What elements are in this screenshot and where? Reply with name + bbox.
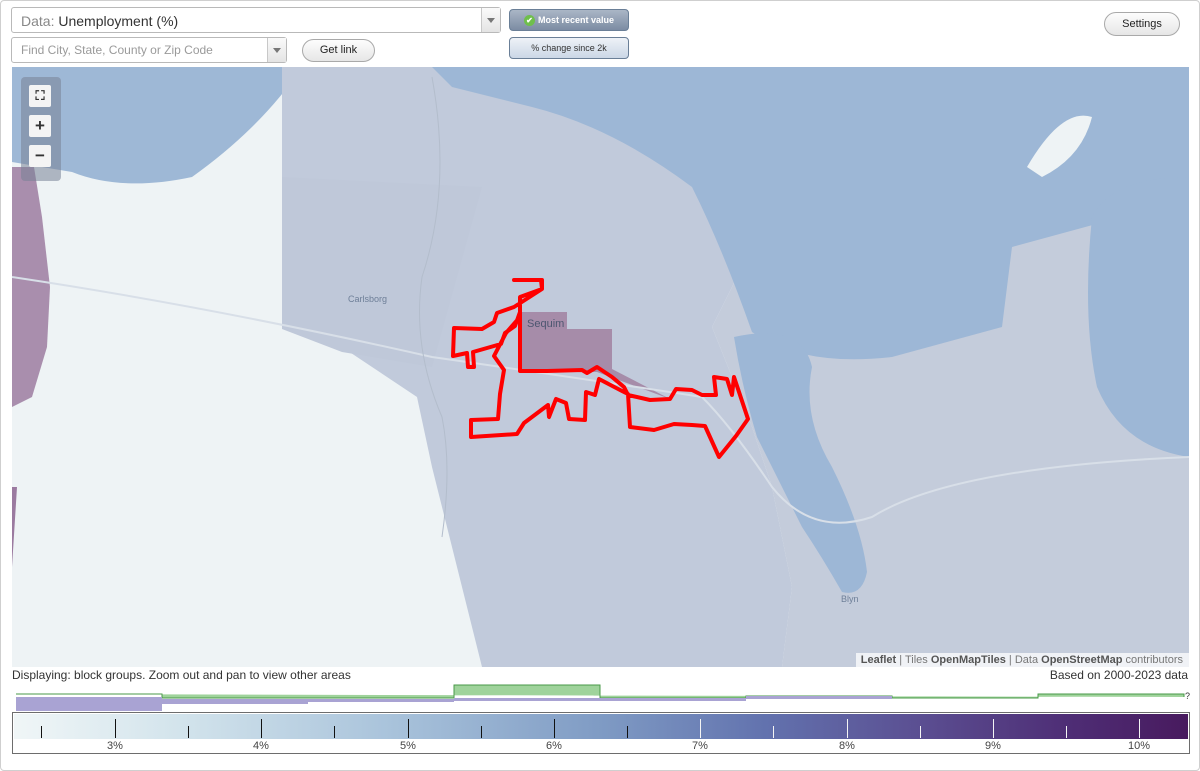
legend-minor-tick [334, 726, 335, 738]
legend-label: 6% [546, 740, 562, 752]
legend-tick [261, 719, 262, 738]
data-range-note: Based on 2000-2023 data [1049, 668, 1188, 682]
zoom-in-button[interactable]: + [29, 115, 51, 137]
data-value: Unemployment (%) [58, 13, 179, 29]
legend-label: 8% [839, 740, 855, 752]
chevron-down-icon[interactable] [481, 8, 500, 32]
water-strait-west [12, 67, 302, 184]
place-label-carlsborg: Carlsborg [348, 294, 388, 304]
location-search[interactable] [11, 37, 287, 63]
block-group-west-high [12, 167, 50, 407]
map-view[interactable]: Carlsborg Sequim Blyn ⛶ + − Leaflet | Ti… [12, 67, 1189, 667]
check-icon: ✔ [523, 15, 535, 27]
legend-tick [115, 719, 116, 738]
legend-minor-tick [1066, 726, 1067, 738]
percent-change-toggle[interactable]: % change since 2k [509, 37, 629, 59]
water-east [1088, 177, 1189, 457]
spit-land [1027, 115, 1092, 177]
legend-minor-tick [188, 726, 189, 738]
block-group-sequim [520, 312, 670, 399]
legend-label: 9% [985, 740, 1001, 752]
data-label: Data: [21, 13, 55, 29]
legend-tick [700, 719, 701, 738]
legend-tick [408, 719, 409, 738]
selected-area-boundary[interactable] [451, 278, 750, 459]
zoom-control: ⛶ + − [21, 77, 61, 181]
get-link-button[interactable]: Get link [302, 39, 375, 62]
histogram-bar-4 [454, 698, 600, 701]
histogram-bar-5 [600, 698, 746, 701]
histogram-bar-1 [16, 697, 162, 711]
attribution-contributors: contributors [1125, 654, 1183, 666]
histogram-bar-2 [162, 699, 308, 704]
place-label-blyn: Blyn [841, 594, 859, 604]
most-recent-value-toggle[interactable]: ✔ Most recent value [509, 9, 629, 31]
river [419, 76, 448, 538]
legend-label: 5% [400, 740, 416, 752]
color-legend: 3% 4% 5% 6% 7% 8% 9% 10% [12, 712, 1190, 754]
legend-tick [847, 719, 848, 738]
legend-tick [554, 719, 555, 738]
legend-label: 3% [107, 740, 123, 752]
place-label-sequim: Sequim [527, 318, 565, 330]
data-select[interactable]: Data: Unemployment (%) [11, 7, 501, 33]
histogram-bar-6 [746, 696, 892, 699]
legend-minor-tick [481, 726, 482, 738]
legend-label: 10% [1127, 740, 1151, 752]
legend-label: 7% [692, 740, 708, 752]
attribution-osm[interactable]: OpenStreetMap [1041, 654, 1123, 666]
chevron-down-icon[interactable] [267, 38, 286, 62]
fullscreen-icon[interactable]: ⛶ [29, 85, 51, 107]
water-bay [432, 67, 1189, 447]
legend-label: 4% [253, 740, 269, 752]
block-group-carlsborg [282, 177, 482, 367]
legend-minor-tick [627, 726, 628, 738]
attribution-tiles-label: Tiles [904, 654, 928, 666]
most-recent-label: Most recent value [537, 15, 615, 25]
attribution-tiles[interactable]: OpenMapTiles [930, 654, 1006, 666]
histogram-area-green [16, 684, 1185, 699]
water-sequim-bay [734, 333, 867, 593]
legend-tick [1139, 719, 1140, 738]
legend-gradient [14, 714, 1188, 739]
settings-button[interactable]: Settings [1104, 12, 1180, 36]
histogram-bar-3 [308, 699, 454, 702]
map-canvas[interactable] [12, 67, 1189, 667]
legend-tick [993, 719, 994, 738]
block-group-west-edge [12, 487, 17, 567]
map-attribution: Leaflet | Tiles OpenMapTiles | Data Open… [855, 653, 1189, 667]
legend-minor-tick [41, 726, 42, 738]
legend-minor-tick [920, 726, 921, 738]
distribution-histogram: ? [16, 684, 1190, 711]
road-highway [12, 276, 1189, 524]
zoom-out-button[interactable]: − [29, 145, 51, 167]
attribution-leaflet[interactable]: Leaflet [860, 654, 897, 666]
histogram-question[interactable]: ? [1185, 691, 1190, 701]
legend-minor-tick [773, 726, 774, 738]
attribution-data-label: Data [1014, 654, 1039, 666]
display-status: Displaying: block groups. Zoom out and p… [12, 668, 351, 682]
search-input[interactable] [12, 38, 271, 62]
